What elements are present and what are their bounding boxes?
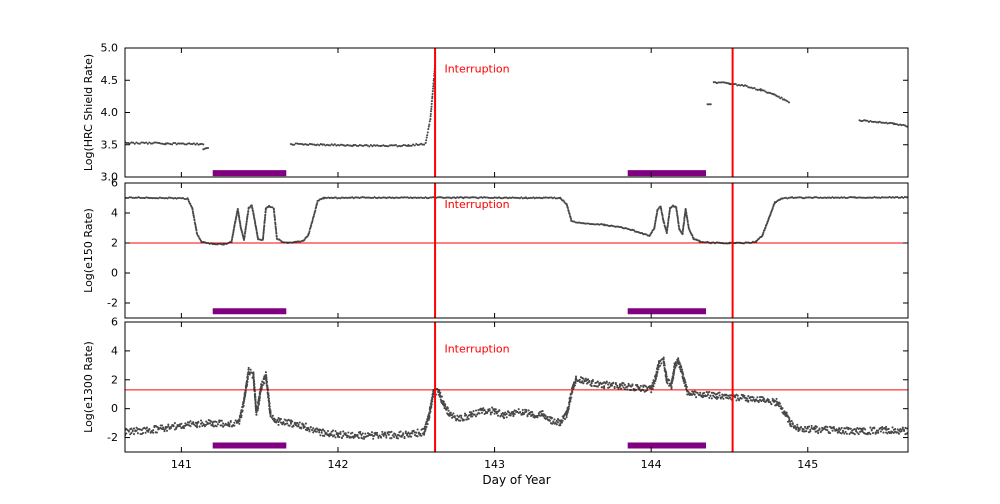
- e1300-ylabel: Log(e1300 Rate): [82, 341, 95, 433]
- x-axis-label: Day of Year: [482, 473, 550, 487]
- y-tick-label: -2: [107, 431, 118, 444]
- y-tick-label: 0: [111, 402, 118, 415]
- plot-background: [125, 48, 908, 177]
- x-tick-label: 143: [484, 458, 505, 471]
- x-tick-label: 141: [171, 458, 192, 471]
- y-tick-label: 4: [111, 207, 118, 220]
- interruption-label: Interruption: [444, 342, 509, 355]
- x-tick-label: 142: [327, 458, 348, 471]
- schedule-bar: [212, 170, 287, 177]
- panel-e1300: Interruption 141 142 143 144 145 -2 0 2 4 6 Log(e13…: [82, 316, 909, 471]
- e150-ylabel: Log(e150 Rate): [82, 208, 95, 293]
- axes-frame: [124, 321, 909, 453]
- y-tick-label: 2: [111, 237, 118, 250]
- y-tick-label: 0: [111, 267, 118, 280]
- panel-hrc-shield: Interruption 3.0 3.5 4.0 4.5 5.0 Log(HRC Shiel…: [82, 42, 909, 184]
- axes-frame: [124, 182, 909, 319]
- plot-background: [125, 183, 908, 318]
- y-tick-label: 4.5: [101, 74, 119, 87]
- x-tick-label: 145: [797, 458, 818, 471]
- x-tick-label: 144: [641, 458, 662, 471]
- plot-background: [125, 322, 908, 452]
- y-tick-label: -2: [107, 297, 118, 310]
- y-tick-label: 6: [111, 316, 118, 329]
- schedule-bar: [627, 170, 706, 177]
- schedule-bar: [212, 308, 287, 315]
- interruption-label: Interruption: [444, 63, 509, 76]
- y-tick-label: 6: [111, 177, 118, 190]
- interruption-label: Interruption: [444, 198, 509, 211]
- schedule-bar: [627, 442, 706, 449]
- schedule-bar: [627, 308, 706, 315]
- y-tick-label: 4.0: [101, 106, 119, 119]
- y-tick-label: 3.0: [101, 171, 119, 184]
- y-tick-label: 3.5: [101, 138, 119, 151]
- panel-e150: Interruption -2 0 2 4 6 Log(e150 Rate): [82, 177, 909, 319]
- y-tick-label: 5.0: [101, 42, 119, 55]
- hrc-shield-ylabel: Log(HRC Shield Rate): [82, 54, 95, 171]
- y-tick-label: 2: [111, 373, 118, 386]
- y-tick-label: 4: [111, 344, 118, 357]
- schedule-bar: [212, 442, 287, 449]
